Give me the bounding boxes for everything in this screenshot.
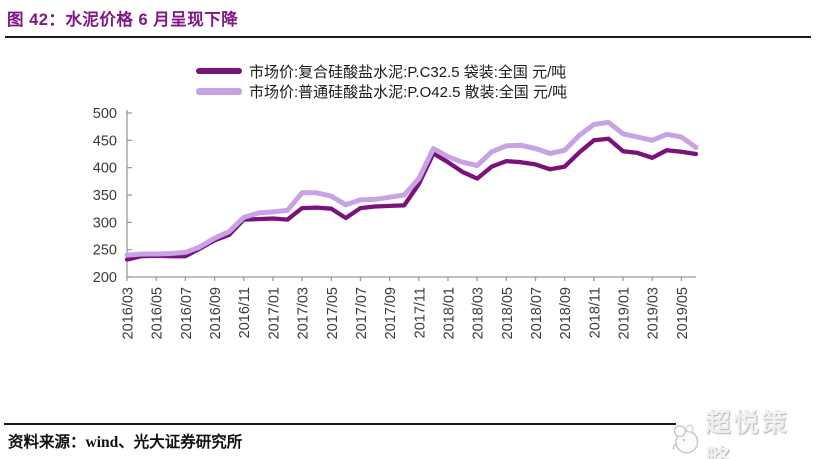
x-tick-label: 2017/03: [296, 287, 312, 339]
legend-item-po425: 市场价:普通硅酸盐水泥:P.O42.5 散装:全国 元/吨: [196, 81, 567, 101]
y-tick-label: 450: [93, 133, 117, 149]
x-tick-label: 2018/03: [471, 287, 487, 339]
legend-swatch-light: [196, 87, 242, 95]
cement-price-line-chart: 200 250 300 350 400 450 500 2016/03 2016/05 2016/…: [93, 106, 699, 339]
y-tick-label: 300: [93, 215, 117, 231]
y-tick-label: 200: [93, 270, 117, 286]
x-tick-label: 2017/09: [383, 287, 399, 339]
y-tick-label: 500: [93, 106, 117, 122]
x-tick-label: 2017/05: [325, 287, 341, 339]
x-tick-label: 2017/01: [266, 287, 282, 339]
chart-legend: 市场价:复合硅酸盐水泥:P.C32.5 袋装:全国 元/吨 市场价:普通硅酸盐水…: [196, 61, 567, 101]
footer-divider: [4, 423, 676, 425]
x-tick-label: 2018/07: [529, 287, 545, 339]
x-tick-label: 2016/09: [208, 287, 224, 339]
x-tick-label: 2016/03: [121, 287, 137, 339]
series-line-po425: [124, 119, 699, 258]
x-tick-label: 2018/01: [441, 287, 457, 339]
x-tick-label: 2016/07: [179, 287, 195, 339]
x-tick-label: 2019/05: [675, 287, 691, 339]
x-tick-label: 2019/03: [646, 287, 662, 339]
legend-swatch-dark: [196, 68, 242, 74]
y-tick-label: 350: [93, 188, 117, 204]
legend-label-pc325: 市场价:复合硅酸盐水泥:P.C32.5 袋装:全国 元/吨: [249, 63, 567, 81]
title-divider: [5, 36, 811, 38]
brand-watermark: 超悦策略: [670, 403, 816, 459]
x-tick-label: 2016/11: [237, 287, 253, 338]
legend-item-pc325: 市场价:复合硅酸盐水泥:P.C32.5 袋装:全国 元/吨: [196, 61, 567, 81]
series-line-pc325: [124, 136, 699, 262]
x-tick-label: 2017/11: [412, 287, 428, 338]
legend-label-po425: 市场价:普通硅酸盐水泥:P.O42.5 散装:全国 元/吨: [249, 83, 568, 101]
source-note: 资料来源：wind、光大证券研究所: [8, 434, 243, 451]
mascot-logo-icon: [672, 424, 699, 454]
x-tick-label: 2017/07: [354, 287, 370, 339]
y-tick-label: 400: [93, 161, 117, 177]
x-tick-label: 2016/05: [150, 287, 166, 339]
x-tick-label: 2018/05: [500, 287, 516, 339]
figure-title: 图 42：水泥价格 6 月呈现下降: [7, 11, 239, 29]
y-tick-label: 250: [93, 243, 117, 259]
x-tick-label: 2018/11: [587, 287, 603, 338]
brand-watermark-text: 超悦策略: [705, 409, 790, 459]
x-tick-label: 2019/01: [617, 287, 633, 339]
x-tick-label: 2018/09: [558, 287, 574, 339]
